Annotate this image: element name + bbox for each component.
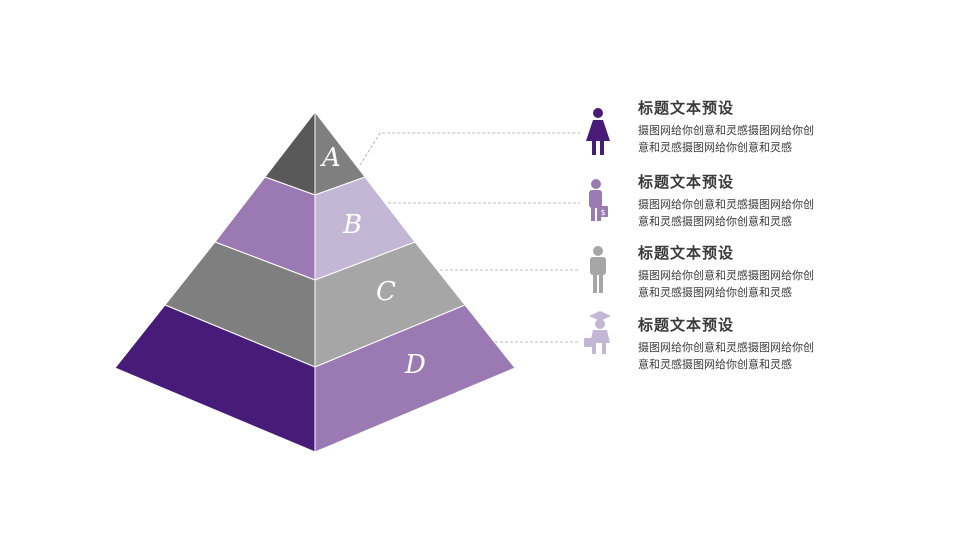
item-title: 标题文本预设 <box>638 99 735 117</box>
man-icon <box>590 246 606 293</box>
list-item: 标题文本预设 摄图网给你创意和灵感摄图网给你创意和灵感摄图网给你创意和灵感 <box>638 243 838 301</box>
businessman-money-icon: $ <box>589 179 608 221</box>
item-title: 标题文本预设 <box>638 316 735 334</box>
tier-d-label: D <box>404 350 426 380</box>
item-title: 标题文本预设 <box>638 244 735 262</box>
item-description: 摄图网给你创意和灵感摄图网给你创意和灵感摄图网给你创意和灵感 <box>638 124 814 154</box>
item-description: 摄图网给你创意和灵感摄图网给你创意和灵感摄图网给你创意和灵感 <box>638 341 814 371</box>
svg-text:$: $ <box>600 208 605 217</box>
connector-line-a <box>359 132 580 166</box>
item-title: 标题文本预设 <box>638 173 735 191</box>
item-description: 摄图网给你创意和灵感摄图网给你创意和灵感摄图网给你创意和灵感 <box>638 269 814 299</box>
tier-d-right-face <box>314 304 516 453</box>
tier-c-label: C <box>376 277 396 307</box>
graduate-icon <box>584 311 611 354</box>
item-description: 摄图网给你创意和灵感摄图网给你创意和灵感摄图网给你创意和灵感 <box>638 198 814 228</box>
list-item: 标题文本预设 摄图网给你创意和灵感摄图网给你创意和灵感摄图网给你创意和灵感 <box>638 315 838 373</box>
woman-icon <box>586 108 610 155</box>
tier-b-label: B <box>342 210 362 240</box>
list-item: 标题文本预设 摄图网给你创意和灵感摄图网给你创意和灵感摄图网给你创意和灵感 <box>638 98 838 156</box>
list-item: 标题文本预设 摄图网给你创意和灵感摄图网给你创意和灵感摄图网给你创意和灵感 <box>638 172 838 230</box>
tier-a-label: A <box>320 143 341 173</box>
